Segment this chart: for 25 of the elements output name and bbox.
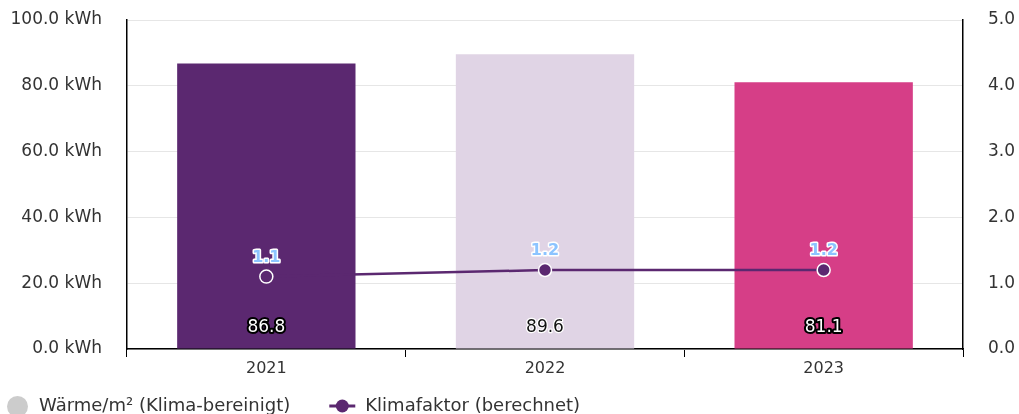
y2-tick-label: 4.0 bbox=[988, 74, 1016, 95]
y-tick-label: 0.0 kWh bbox=[32, 337, 102, 358]
y-tick-label: 80.0 kWh bbox=[21, 74, 102, 95]
data-label: 1.2 bbox=[530, 240, 560, 260]
y-tick-label: 40.0 kWh bbox=[21, 205, 102, 226]
y-tick-label: 60.0 kWh bbox=[21, 140, 102, 161]
y2-tick-label: 0.0 bbox=[988, 337, 1016, 358]
legend-label: Klimafaktor (berechnet) bbox=[365, 393, 581, 414]
text: Wärme/m² (Klima-bereinigt) bbox=[39, 393, 291, 414]
y2-tick-label: 5.0 bbox=[988, 8, 1016, 29]
x-tick-label: 2021 bbox=[245, 357, 287, 377]
x-tick-label: 2023 bbox=[803, 357, 845, 377]
y2-tick-label: 1.0 bbox=[988, 271, 1016, 292]
y2-tick-label: 2.0 bbox=[988, 205, 1016, 226]
bar bbox=[455, 54, 635, 349]
data-label: 1.2 bbox=[809, 240, 838, 260]
y-tick-label: 100.0 kWh bbox=[10, 8, 102, 29]
y-tick-label: 20.0 kWh bbox=[21, 271, 102, 292]
x-tick-label: 2022 bbox=[524, 357, 566, 377]
data-label: 89.6 bbox=[526, 315, 564, 336]
data-label: 81.1 bbox=[804, 315, 843, 336]
data-label: 86.8 bbox=[247, 315, 286, 336]
y2-tick-label: 3.0 bbox=[988, 140, 1016, 161]
data-label: 1.1 bbox=[252, 246, 281, 266]
bar bbox=[734, 82, 913, 349]
